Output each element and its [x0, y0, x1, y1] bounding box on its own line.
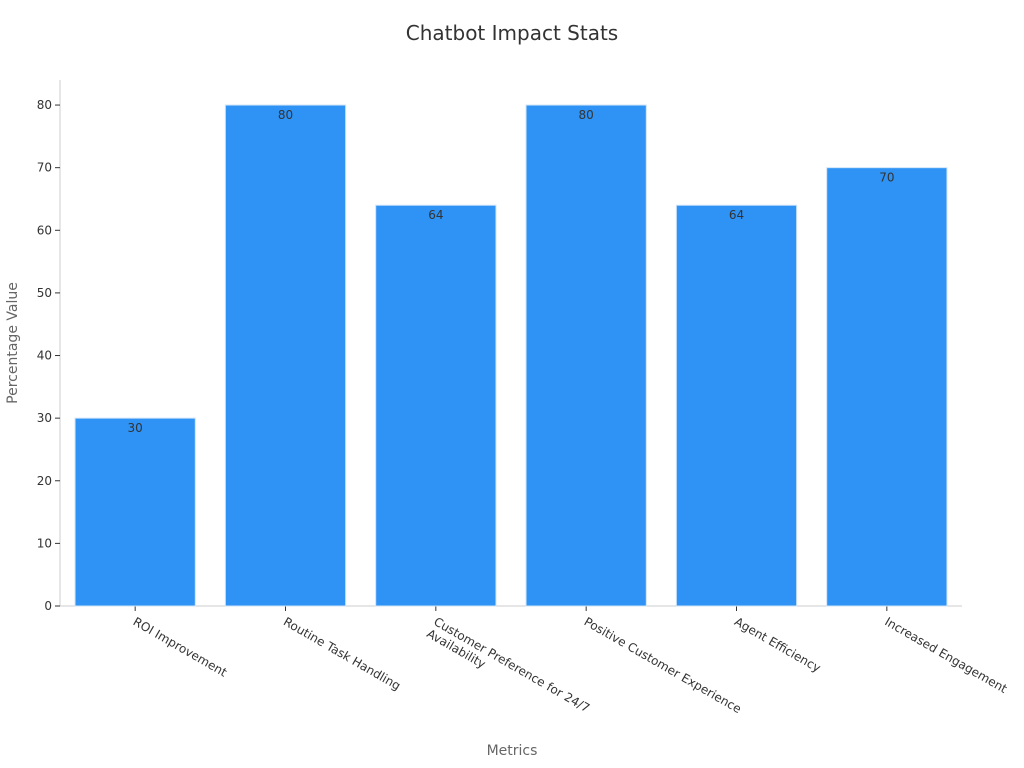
x-axis-title: Metrics — [487, 743, 538, 759]
y-tick-label: 80 — [37, 98, 52, 112]
x-tick-label: Increased Engagement — [882, 614, 1009, 696]
y-tick-label: 40 — [37, 349, 52, 363]
value-label: 80 — [579, 108, 594, 122]
x-tick-label: Customer Preference for 24/7 Availabilit… — [424, 614, 595, 729]
x-tick-label: Positive Customer Experience — [582, 614, 744, 716]
x-tick-label: Routine Task Handling — [281, 614, 403, 693]
bar — [826, 167, 948, 607]
value-label: 80 — [278, 108, 293, 122]
y-tick-label: 70 — [37, 161, 52, 175]
bar — [375, 204, 497, 607]
y-axis-title: Percentage Value — [5, 282, 21, 404]
y-tick-label: 50 — [37, 286, 52, 300]
y-tick-label: 0 — [44, 599, 52, 613]
value-label: 64 — [729, 208, 744, 222]
value-label: 70 — [879, 171, 894, 185]
value-label: 30 — [128, 421, 143, 435]
bar — [224, 104, 347, 607]
y-tick-label: 20 — [37, 474, 52, 488]
chart-title: Chatbot Impact Stats — [406, 21, 618, 45]
y-tick-label: 60 — [37, 223, 52, 237]
bar — [675, 204, 798, 607]
x-tick-label: Agent Efficiency — [732, 614, 823, 675]
y-tick-label: 30 — [37, 411, 52, 425]
value-label: 64 — [428, 208, 443, 222]
bar — [74, 417, 196, 607]
y-tick-label: 10 — [37, 536, 52, 550]
x-tick-label: ROI Improvement — [131, 614, 230, 679]
bar — [525, 104, 647, 607]
